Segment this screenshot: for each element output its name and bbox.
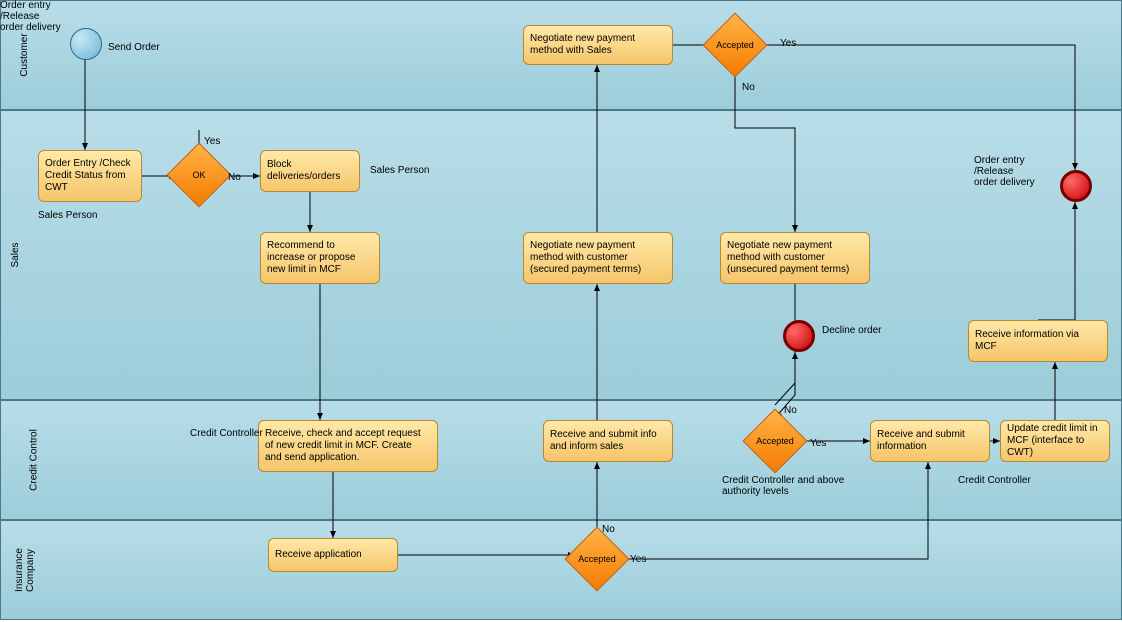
role-label: Sales Person (370, 165, 429, 176)
start-label: Send Order (108, 42, 160, 53)
task-update-limit: Update credit limit in MCF (interface to… (1000, 420, 1110, 462)
task-receive-mcf: Receive information via MCF (968, 320, 1108, 362)
task-text: Receive and submit information (877, 429, 983, 453)
task-neg-sales: Negotiate new payment method with Sales (523, 25, 673, 65)
task-neg-unsecured: Negotiate new payment method with custom… (720, 232, 870, 284)
task-text: Receive information via MCF (975, 329, 1101, 353)
task-text: Block deliveries/orders (267, 159, 353, 183)
task-receive-submit: Receive and submit information (870, 420, 990, 462)
edge-label: Yes (630, 554, 646, 565)
task-text: Update credit limit in MCF (interface to… (1007, 423, 1103, 459)
gateway-ok: OK (176, 152, 222, 198)
lane-label: Sales (10, 242, 21, 267)
task-neg-secured: Negotiate new payment method with custom… (523, 232, 673, 284)
gateway-text: Accepted (756, 436, 794, 446)
task-text: Receive and submit info and inform sales (550, 429, 666, 453)
task-text: Recommend to increase or propose new lim… (267, 240, 373, 276)
release-label: Order entry /Release order delivery (0, 0, 61, 33)
bpmn-diagram: Customer Sales Credit Control Insurance … (0, 0, 1122, 622)
role-label: Credit Controller (958, 475, 1031, 486)
role-label: Sales Person (38, 210, 97, 221)
gateway-accepted-2: Accepted (752, 418, 798, 464)
task-text: Negotiate new payment method with custom… (530, 240, 666, 276)
task-receive-request: Receive, check and accept request of new… (258, 420, 438, 472)
gateway-text: Accepted (578, 554, 616, 564)
edge-label: No (228, 172, 241, 183)
gateway-accepted-3: Accepted (574, 536, 620, 582)
edge-label: Yes (780, 38, 796, 49)
task-text: Negotiate new payment method with Sales (530, 33, 666, 57)
task-text: Receive application (275, 549, 362, 561)
release-label-2: Order entry /Release order delivery (974, 155, 1035, 188)
task-text: Order Entry /Check Credit Status from CW… (45, 158, 135, 194)
lane-label: Insurance Company (14, 548, 36, 592)
role-label: Credit Controller and above authority le… (722, 475, 852, 497)
start-event (70, 28, 102, 60)
edge-label: No (742, 82, 755, 93)
lane-insurance: Insurance Company (0, 520, 1122, 620)
task-block: Block deliveries/orders (260, 150, 360, 192)
task-text: Negotiate new payment method with custom… (727, 240, 863, 276)
decline-label: Decline order (822, 325, 881, 336)
edge-label: Yes (204, 136, 220, 147)
edge-label: No (784, 405, 797, 416)
task-receive-app: Receive application (268, 538, 398, 572)
gateway-text: Accepted (716, 40, 754, 50)
lane-label: Credit Control (28, 429, 39, 491)
task-order-entry: Order Entry /Check Credit Status from CW… (38, 150, 142, 202)
gateway-text: OK (192, 170, 205, 180)
task-submit-info: Receive and submit info and inform sales (543, 420, 673, 462)
task-text: Receive, check and accept request of new… (265, 428, 431, 464)
task-recommend: Recommend to increase or propose new lim… (260, 232, 380, 284)
edge-label: No (602, 524, 615, 535)
role-label: Credit Controller (190, 428, 263, 439)
end-event-release (1060, 170, 1092, 202)
end-event-decline (783, 320, 815, 352)
gateway-accepted-1: Accepted (712, 22, 758, 68)
edge-label: Yes (810, 438, 826, 449)
lane-label: Customer (19, 33, 30, 76)
